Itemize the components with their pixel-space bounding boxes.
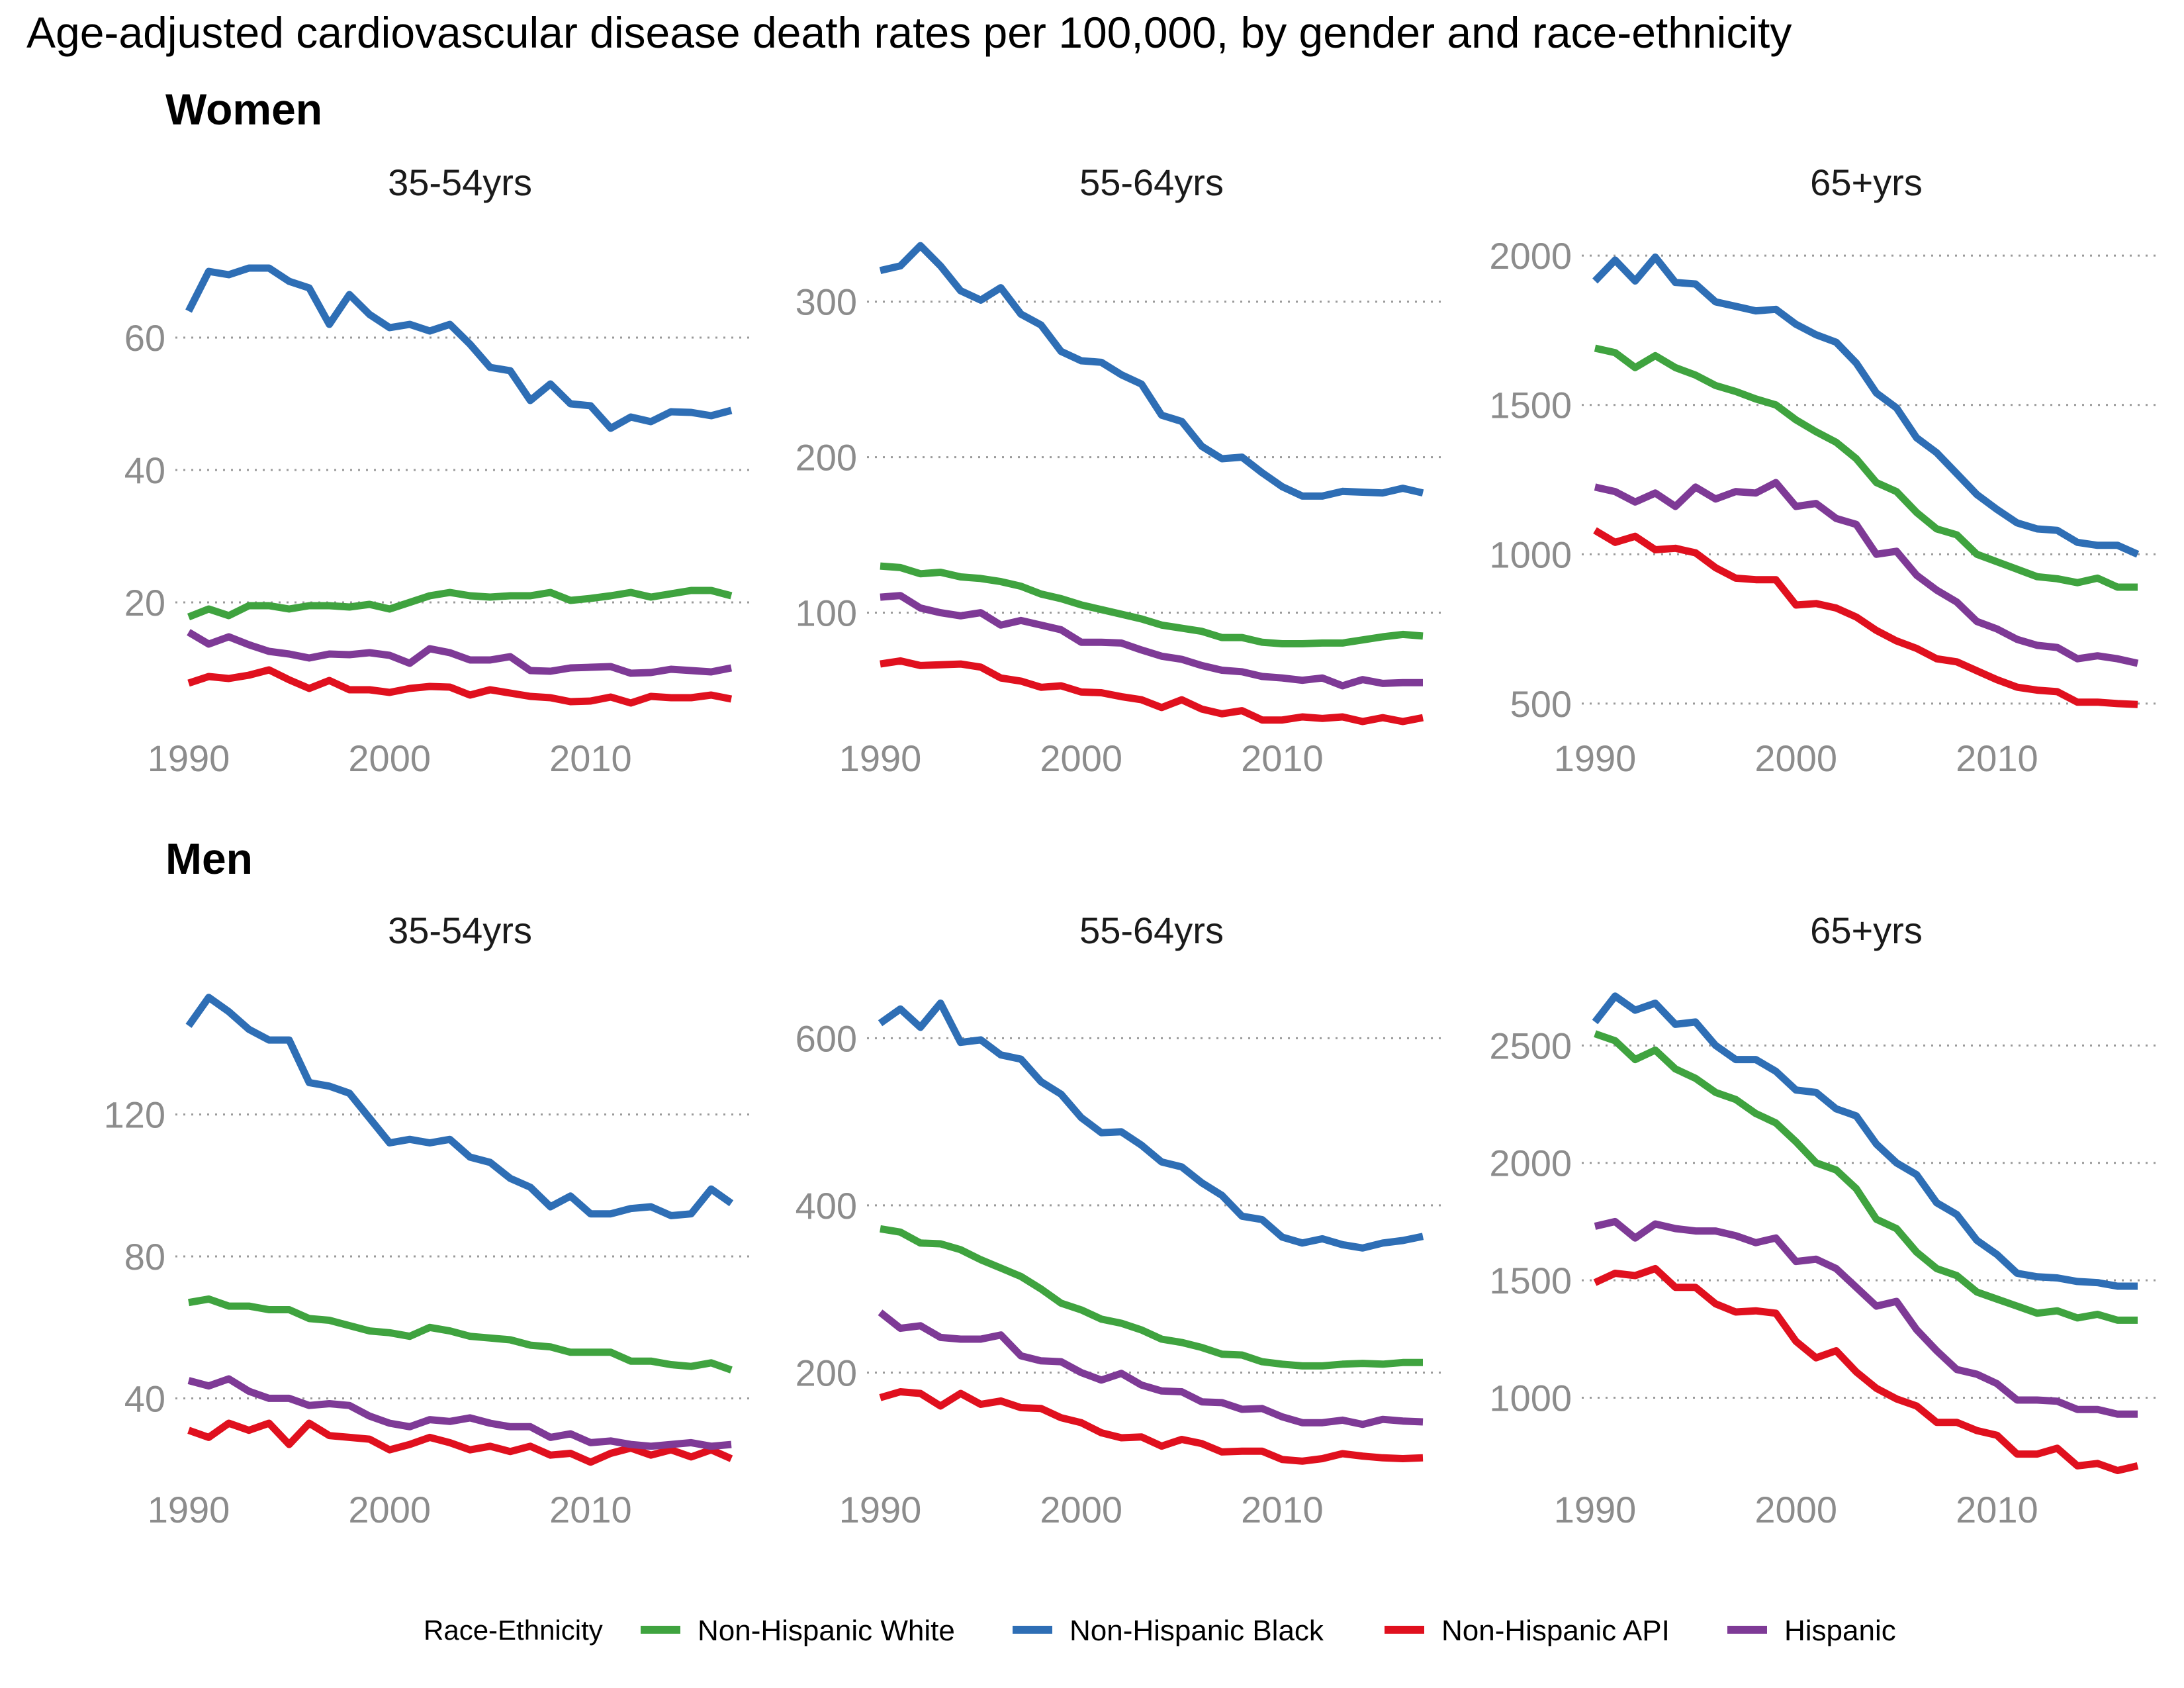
y-tick-label: 400: [796, 1185, 857, 1227]
x-tick-label: 2010: [549, 737, 632, 779]
series-line-non-hispanic-black: [185, 994, 734, 1219]
legend-label: Non-Hispanic White: [698, 1615, 955, 1647]
y-tick-label: 1500: [1489, 1260, 1572, 1301]
series-line-non-hispanic-white: [188, 1295, 733, 1374]
legend-label: Hispanic: [1784, 1615, 1896, 1647]
y-tick-label: 80: [124, 1236, 165, 1278]
legend-item-nh-api: Non-Hispanic API: [1385, 1615, 1670, 1647]
series-line-non-hispanic-white: [880, 1225, 1423, 1370]
series-line-non-hispanic-api: [879, 1388, 1424, 1465]
y-tick-label: 2000: [1489, 235, 1572, 277]
x-tick-label: 2000: [348, 737, 431, 779]
y-tick-label: 40: [124, 449, 165, 491]
group-title-women: Women: [165, 85, 322, 134]
x-tick-label: 2010: [1241, 737, 1324, 779]
series-line-non-hispanic-white: [1594, 344, 2138, 591]
panels: 35-54yrs 20 40 60 1990 2000 2010 55-64yrs 100 200…: [104, 162, 2158, 1530]
series-line-hispanic: [1594, 479, 2139, 667]
panel-title: 35-54yrs: [388, 162, 532, 203]
y-tick-label: 200: [796, 437, 857, 479]
panel-women-35-54yrs: 35-54yrs 20 40 60 1990 2000 2010: [124, 162, 751, 779]
legend: Race-Ethnicity Non-Hispanic White Non-Hi…: [424, 1615, 1896, 1647]
x-tick-label: 2000: [1754, 1489, 1837, 1530]
series-line-hispanic: [878, 1309, 1424, 1429]
series-line-hispanic: [1594, 1217, 2138, 1418]
series-line-non-hispanic-black: [879, 242, 1424, 500]
y-tick-label: 120: [104, 1094, 165, 1136]
group-title-men: Men: [165, 834, 253, 883]
x-tick-label: 2010: [1241, 1489, 1324, 1530]
y-tick-label: 60: [124, 317, 165, 359]
y-tick-label: 200: [796, 1352, 857, 1393]
panel-women-65+yrs: 65+yrs 500 1000 1500 2000 1990 2000 2010: [1489, 162, 2158, 779]
series-line-non-hispanic-white: [187, 586, 733, 621]
x-tick-label: 1990: [839, 737, 922, 779]
series-line-hispanic: [880, 592, 1423, 690]
panel-title: 65+yrs: [1810, 162, 1923, 203]
y-tick-label: 2500: [1489, 1025, 1572, 1066]
y-tick-label: 500: [1510, 683, 1572, 725]
x-tick-label: 1990: [1554, 1489, 1637, 1530]
x-tick-label: 1990: [839, 1489, 922, 1530]
series-line-non-hispanic-api: [187, 1419, 733, 1466]
panel-men-65+yrs: 65+yrs 1000 1500 2000 2500 1990 2000 2010: [1489, 910, 2158, 1530]
panel-men-35-54yrs: 35-54yrs 40 80 120 1990 2000 2010: [104, 910, 751, 1530]
panel-title: 65+yrs: [1810, 910, 1923, 951]
x-tick-label: 1990: [148, 737, 230, 779]
series-line-non-hispanic-black: [1592, 253, 2140, 558]
y-tick-label: 2000: [1489, 1143, 1572, 1184]
x-tick-label: 2010: [1956, 1489, 2038, 1530]
legend-label: Non-Hispanic API: [1441, 1615, 1670, 1647]
y-tick-label: 300: [796, 281, 857, 323]
y-tick-label: 40: [124, 1378, 165, 1419]
y-tick-label: 1000: [1489, 1377, 1572, 1419]
y-tick-label: 600: [796, 1017, 857, 1059]
panel-men-55-64yrs: 55-64yrs 200 400 600 1990 2000 2010: [796, 910, 1443, 1530]
x-tick-label: 2000: [1040, 737, 1122, 779]
y-tick-label: 1500: [1489, 385, 1572, 426]
x-tick-label: 2000: [348, 1489, 431, 1530]
series-line-non-hispanic-white: [880, 562, 1424, 647]
panel-title: 35-54yrs: [388, 910, 532, 951]
series-line-non-hispanic-api: [1593, 1264, 2139, 1474]
y-tick-label: 20: [124, 582, 165, 624]
panel-title: 55-64yrs: [1079, 162, 1224, 203]
series-line-hispanic: [187, 629, 733, 677]
legend-item-nh-black: Non-Hispanic Black: [1013, 1615, 1324, 1647]
series-line-non-hispanic-api: [880, 657, 1424, 726]
legend-item-nh-white: Non-Hispanic White: [641, 1615, 955, 1647]
series-line-non-hispanic-black: [1592, 992, 2138, 1290]
chart-title: Age-adjusted cardiovascular disease deat…: [26, 8, 1792, 57]
x-tick-label: 1990: [148, 1489, 230, 1530]
legend-label: Non-Hispanic Black: [1069, 1615, 1324, 1647]
series-line-non-hispanic-black: [185, 264, 733, 432]
x-tick-label: 2010: [1956, 737, 2038, 779]
series-line-non-hispanic-white: [1594, 1030, 2138, 1324]
y-tick-label: 1000: [1489, 534, 1572, 575]
x-tick-label: 1990: [1554, 737, 1637, 779]
series-line-non-hispanic-black: [878, 999, 1424, 1252]
y-tick-label: 100: [796, 592, 857, 634]
x-tick-label: 2010: [549, 1489, 632, 1530]
panel-title: 55-64yrs: [1079, 910, 1224, 951]
series-line-non-hispanic-api: [1593, 527, 2138, 708]
panel-women-55-64yrs: 55-64yrs 100 200 300 1990 2000 2010: [796, 162, 1443, 779]
legend-item-hispanic: Hispanic: [1727, 1615, 1896, 1647]
series-line-non-hispanic-api: [187, 666, 733, 707]
x-tick-label: 2000: [1040, 1489, 1122, 1530]
x-tick-label: 2000: [1754, 737, 1837, 779]
series-line-hispanic: [187, 1375, 732, 1450]
legend-title: Race-Ethnicity: [424, 1615, 603, 1646]
